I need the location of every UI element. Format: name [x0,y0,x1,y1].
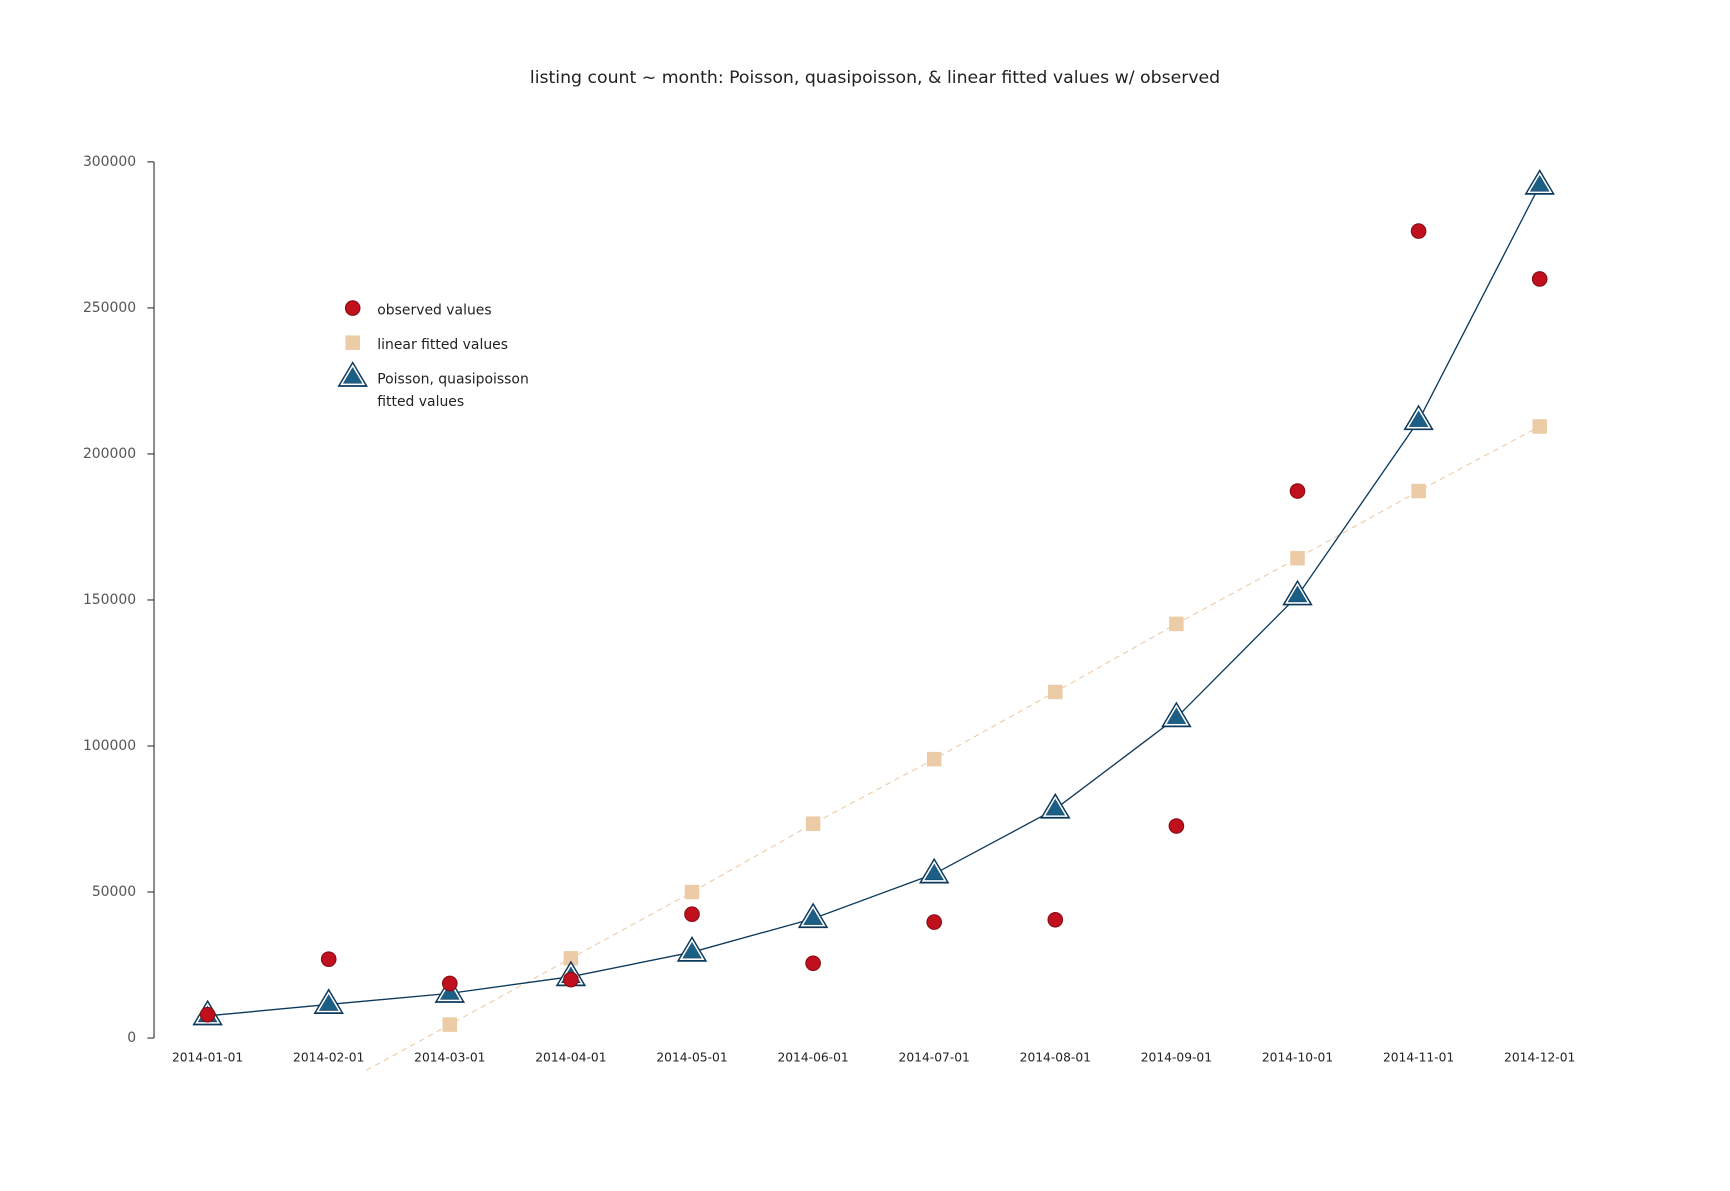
y-tick-label: 0 [127,1030,136,1046]
triangle-ring [437,980,463,1002]
triangle-ring [921,860,947,882]
data-point [805,816,821,831]
data-point [313,988,344,1015]
y-tick-label: 50000 [92,884,136,900]
data-point [805,955,821,972]
data-point [1410,223,1427,239]
data-point [1290,550,1305,566]
x-tick-label: 2014-08-01 [1020,1051,1091,1065]
y-tick-label: 200000 [83,446,136,462]
data-point [1531,271,1548,287]
triangle-inner [682,942,702,958]
data-point [200,1150,215,1165]
triangle-ring [800,905,826,927]
triangle-ring [679,938,705,960]
triangle-inner [1046,799,1065,815]
legend-label: observed values [377,302,491,318]
y-tick-label: 100000 [83,738,136,754]
triangle-inner [343,367,362,383]
data-point [563,951,579,966]
legend-line: Poisson, quasipoisson [377,372,533,388]
series-line [362,425,1540,1072]
data-point [1169,616,1184,632]
legend-label: linear fitted values [377,337,508,353]
triangle-inner [1167,708,1186,724]
triangle-inner [1409,411,1428,427]
legend-label: Poisson, quasipoisson fitted values [377,372,533,410]
triangle-inner [319,994,338,1011]
legend-marker [337,361,368,387]
legend-marker [345,335,360,350]
triangle-ring [1163,704,1189,726]
x-tick-label: 2014-09-01 [1141,1051,1212,1065]
x-tick-label: 2014-04-01 [535,1051,606,1065]
triangle-inner [1288,586,1307,602]
data-point [442,1017,458,1032]
legend-marker [344,300,361,316]
y-tick-label: 250000 [83,300,136,316]
x-tick-label: 2014-11-01 [1383,1051,1454,1065]
triangle-inner [1530,175,1549,191]
data-point [797,902,829,929]
plot-area [192,169,1555,1165]
triangle-ring [1527,171,1553,194]
triangle-ring [316,991,342,1013]
data-point [918,857,950,884]
triangle-ring [340,364,366,386]
y-tick-label: 150000 [83,592,136,608]
series-line [207,184,1541,1017]
x-tick-label: 2014-10-01 [1262,1051,1333,1065]
triangle-inner [804,909,823,925]
x-tick-label: 2014-02-01 [293,1051,364,1065]
x-tick-label: 2014-12-01 [1504,1051,1575,1065]
data-point [441,975,458,992]
data-point [199,1006,216,1023]
x-tick-label: 2014-03-01 [414,1051,485,1065]
data-point [1403,404,1434,431]
data-point [1411,483,1426,499]
triangle-inner [925,864,944,880]
y-tick-label: 300000 [83,154,136,170]
triangle-ring [1285,582,1310,604]
data-point [1532,419,1547,434]
data-point [926,751,942,767]
data-point [1168,818,1185,834]
x-tick-label: 2014-07-01 [899,1051,970,1065]
x-tick-label: 2014-05-01 [656,1051,727,1065]
legend: observed values linear fitted values Poiss… [337,300,533,410]
legend-line: fitted values [377,394,464,410]
data-point [563,971,579,988]
data-point [1040,792,1071,819]
triangle-ring [1042,795,1068,817]
data-point [926,914,943,930]
x-tick-label: 2014-01-01 [172,1051,243,1065]
data-point [1048,684,1063,700]
data-point [1289,483,1306,499]
data-point [1282,579,1313,606]
triangle-ring [1406,407,1432,429]
triangle-inner [440,983,459,1000]
data-point [320,951,337,968]
data-point [676,936,708,962]
x-tick-label: 2014-06-01 [777,1051,848,1065]
data-point [1161,701,1192,728]
data-point [684,906,700,923]
data-point [684,884,700,900]
chart-title: listing count ~ month: Poisson, quasipoi… [530,68,1220,88]
data-point [321,1084,336,1099]
data-point [1047,911,1064,928]
data-point [1524,169,1555,195]
